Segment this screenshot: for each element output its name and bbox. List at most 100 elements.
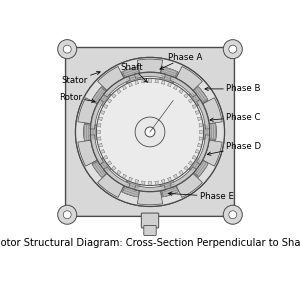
Wedge shape bbox=[176, 172, 203, 197]
Circle shape bbox=[96, 78, 204, 186]
Polygon shape bbox=[197, 143, 202, 147]
Polygon shape bbox=[161, 80, 165, 84]
Polygon shape bbox=[148, 182, 152, 185]
Text: Phase E: Phase E bbox=[169, 192, 234, 201]
Wedge shape bbox=[122, 67, 140, 84]
Text: Motor Structural Diagram: Cross-Section Perpendicular to Shaft: Motor Structural Diagram: Cross-Section … bbox=[0, 238, 300, 248]
FancyBboxPatch shape bbox=[141, 213, 159, 228]
Polygon shape bbox=[123, 85, 127, 90]
Polygon shape bbox=[100, 111, 105, 114]
Circle shape bbox=[89, 71, 211, 193]
Polygon shape bbox=[148, 79, 152, 82]
Circle shape bbox=[58, 40, 77, 59]
Polygon shape bbox=[97, 124, 101, 127]
Wedge shape bbox=[196, 135, 210, 165]
Wedge shape bbox=[92, 87, 111, 107]
Wedge shape bbox=[188, 86, 208, 106]
Wedge shape bbox=[137, 59, 163, 75]
Polygon shape bbox=[179, 89, 183, 94]
Wedge shape bbox=[84, 123, 98, 139]
Polygon shape bbox=[142, 181, 145, 185]
Polygon shape bbox=[97, 137, 101, 140]
Circle shape bbox=[76, 58, 224, 206]
Polygon shape bbox=[197, 117, 202, 121]
Wedge shape bbox=[201, 140, 222, 166]
Wedge shape bbox=[189, 87, 208, 107]
Circle shape bbox=[63, 45, 71, 53]
Polygon shape bbox=[129, 82, 133, 87]
Wedge shape bbox=[98, 172, 124, 197]
Polygon shape bbox=[167, 82, 171, 87]
Polygon shape bbox=[184, 166, 188, 170]
Wedge shape bbox=[122, 67, 140, 84]
Wedge shape bbox=[201, 98, 222, 124]
Wedge shape bbox=[188, 158, 208, 178]
Polygon shape bbox=[179, 170, 183, 175]
Wedge shape bbox=[189, 157, 208, 177]
FancyBboxPatch shape bbox=[144, 226, 156, 235]
Polygon shape bbox=[98, 143, 103, 147]
FancyBboxPatch shape bbox=[66, 47, 234, 216]
Polygon shape bbox=[155, 79, 158, 83]
Wedge shape bbox=[160, 67, 178, 84]
Text: Phase D: Phase D bbox=[207, 142, 261, 155]
Polygon shape bbox=[112, 94, 116, 98]
Wedge shape bbox=[122, 180, 140, 197]
Wedge shape bbox=[84, 124, 98, 141]
Polygon shape bbox=[107, 99, 112, 103]
Polygon shape bbox=[192, 105, 196, 109]
Wedge shape bbox=[160, 180, 178, 197]
Circle shape bbox=[76, 58, 224, 206]
Polygon shape bbox=[142, 79, 145, 83]
Polygon shape bbox=[107, 161, 112, 165]
Wedge shape bbox=[176, 67, 203, 92]
Polygon shape bbox=[100, 149, 105, 153]
Polygon shape bbox=[184, 94, 188, 98]
Wedge shape bbox=[134, 186, 166, 192]
Polygon shape bbox=[173, 174, 177, 179]
Wedge shape bbox=[92, 86, 112, 106]
Wedge shape bbox=[160, 67, 178, 84]
Polygon shape bbox=[199, 137, 203, 140]
Polygon shape bbox=[97, 130, 101, 134]
Wedge shape bbox=[202, 123, 216, 139]
Circle shape bbox=[229, 45, 237, 53]
Wedge shape bbox=[98, 67, 124, 92]
Polygon shape bbox=[112, 166, 116, 170]
Circle shape bbox=[145, 127, 155, 137]
Polygon shape bbox=[98, 117, 103, 121]
Wedge shape bbox=[134, 72, 166, 78]
Wedge shape bbox=[92, 158, 112, 178]
Wedge shape bbox=[103, 167, 130, 188]
Text: Shaft: Shaft bbox=[121, 63, 147, 82]
Polygon shape bbox=[135, 80, 139, 84]
Circle shape bbox=[223, 205, 242, 224]
Text: Stator: Stator bbox=[62, 71, 100, 85]
Text: Phase A: Phase A bbox=[160, 53, 202, 69]
Polygon shape bbox=[129, 177, 133, 181]
Polygon shape bbox=[103, 155, 108, 159]
Polygon shape bbox=[195, 111, 200, 114]
Polygon shape bbox=[195, 149, 200, 153]
Wedge shape bbox=[103, 76, 130, 97]
Wedge shape bbox=[170, 167, 196, 188]
Polygon shape bbox=[161, 179, 165, 184]
Wedge shape bbox=[78, 98, 99, 124]
Wedge shape bbox=[170, 76, 196, 97]
Text: Phase C: Phase C bbox=[210, 113, 261, 122]
Text: Phase B: Phase B bbox=[205, 84, 261, 93]
Text: Rotor: Rotor bbox=[59, 93, 95, 103]
Circle shape bbox=[58, 205, 77, 224]
Polygon shape bbox=[188, 99, 193, 103]
Polygon shape bbox=[192, 155, 196, 159]
Circle shape bbox=[229, 211, 237, 219]
Wedge shape bbox=[137, 189, 163, 205]
Circle shape bbox=[135, 117, 165, 147]
Polygon shape bbox=[199, 124, 203, 127]
Polygon shape bbox=[155, 181, 158, 185]
Wedge shape bbox=[160, 180, 178, 197]
Wedge shape bbox=[196, 99, 210, 129]
Polygon shape bbox=[117, 89, 121, 94]
Polygon shape bbox=[117, 170, 121, 175]
Wedge shape bbox=[122, 180, 140, 197]
